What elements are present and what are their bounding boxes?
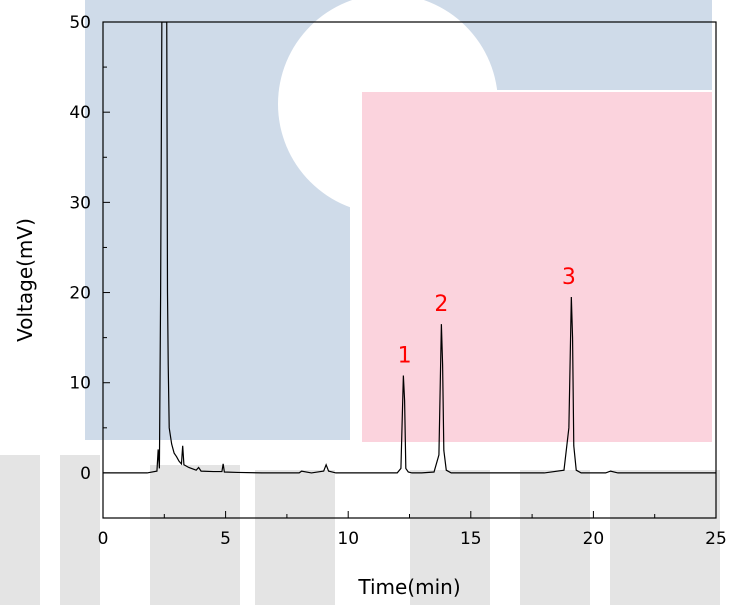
peak-label-3: 3 [562, 265, 576, 290]
x-tick-label: 10 [337, 529, 359, 549]
watermark-gray-block-4 [255, 470, 335, 605]
labels: 0 5 10 15 20 25 0 10 20 30 40 50 Time(min) Voltage(mV… [13, 13, 727, 599]
x-tick-label: 20 [583, 529, 605, 549]
peak-label-1: 1 [398, 344, 412, 369]
plot-area [103, 22, 716, 474]
y-tick-label: 40 [69, 103, 91, 123]
peak-label-2: 2 [434, 292, 448, 317]
watermark-gray-block-2 [60, 455, 100, 605]
series-line-0 [103, 22, 716, 474]
x-tick-label: 0 [98, 529, 109, 549]
watermark-gray-block-7 [610, 470, 720, 605]
y-tick-label: 10 [69, 374, 91, 394]
y-tick-label: 0 [80, 464, 91, 484]
x-tick-label: 25 [705, 529, 727, 549]
watermark-blue-shape [85, 0, 712, 440]
y-tick-label: 50 [69, 13, 91, 33]
axes [102, 21, 717, 519]
y-axis-label: Voltage(mV) [13, 218, 37, 342]
y-tick-label: 30 [69, 193, 91, 213]
y-tick-label: 20 [69, 284, 91, 304]
watermark-gray-block-5 [410, 470, 490, 605]
x-axis-label: Time(min) [357, 575, 460, 599]
x-tick-label: 15 [460, 529, 482, 549]
x-tick-label: 5 [220, 529, 231, 549]
watermark-gray-block-3 [150, 465, 240, 605]
watermark-gray-block-1 [0, 455, 40, 605]
watermark-gray-block-6 [520, 470, 590, 605]
watermark-pink-block [362, 92, 712, 442]
